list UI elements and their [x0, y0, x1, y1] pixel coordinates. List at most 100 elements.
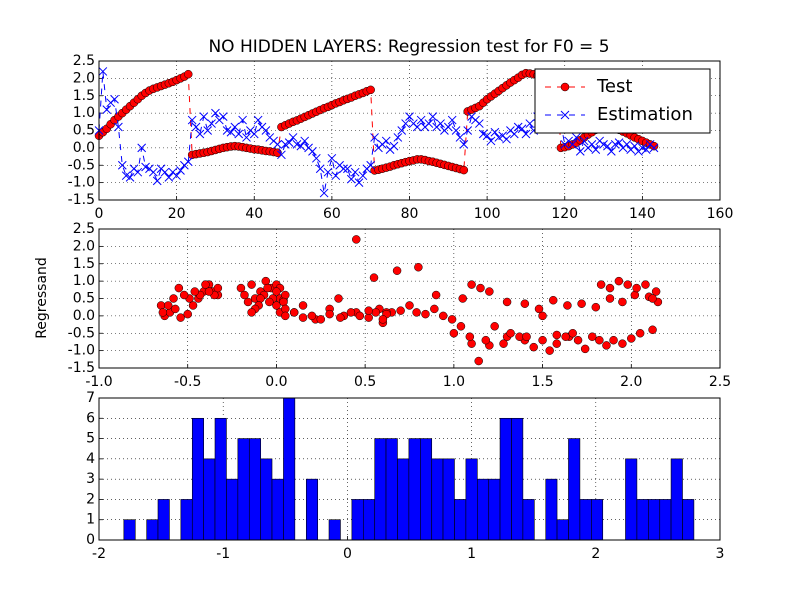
data-point: [226, 127, 236, 137]
scatter-point: [485, 287, 494, 296]
scatter-point: [591, 302, 601, 312]
scatter-point: [265, 297, 274, 307]
data-point: [184, 69, 193, 79]
y-tick-label: 7: [86, 390, 95, 406]
data-point: [486, 136, 496, 146]
data-point: [230, 122, 240, 132]
data-point: [354, 178, 364, 187]
data-point: [284, 138, 294, 148]
y-tick-label: 0.0: [73, 140, 95, 156]
data-point: [133, 167, 143, 177]
scatter-point: [201, 280, 210, 289]
scatter-point: [648, 325, 657, 335]
histogram-bar: [203, 458, 216, 541]
scatter-point: [158, 308, 168, 317]
data-point: [424, 119, 434, 128]
data-point: [339, 164, 348, 174]
data-point: [358, 171, 368, 181]
histogram-bar: [670, 458, 683, 541]
scatter-point: [538, 335, 547, 345]
scatter-point: [261, 276, 271, 286]
data-point: [587, 140, 597, 149]
scatter-point: [545, 346, 554, 355]
data-point: [308, 146, 317, 156]
scatter-point: [272, 301, 281, 310]
x-tick-label: 1.0: [443, 374, 465, 390]
scatter-point: [352, 235, 361, 244]
scatter-point: [635, 329, 645, 338]
y-tick-label: 1: [86, 512, 95, 528]
data-point: [191, 122, 201, 132]
data-point: [125, 173, 135, 182]
histogram-bar: [260, 458, 273, 541]
x-tick-label: 120: [551, 206, 578, 222]
scatter-point: [364, 306, 373, 315]
histogram-bar: [385, 438, 398, 541]
histogram-bar: [362, 499, 376, 541]
data-point: [172, 171, 181, 181]
data-point: [622, 140, 632, 149]
x-tick-label: 1.5: [531, 374, 553, 390]
data-point: [568, 140, 577, 149]
data-point: [346, 174, 356, 184]
scatter-point: [605, 294, 615, 303]
histogram-bar: [625, 458, 638, 541]
scatter-point: [458, 294, 467, 303]
y-tick-label: 0.0: [73, 308, 95, 324]
data-point: [207, 119, 216, 128]
data-point: [366, 85, 375, 95]
axes-frame: [98, 228, 721, 369]
y-tick-label: 0.5: [73, 123, 95, 139]
data-point: [176, 166, 185, 175]
data-point: [102, 105, 112, 115]
scatter-point: [618, 339, 627, 348]
histogram-bar: [648, 499, 661, 541]
scatter-point: [176, 313, 185, 322]
histogram-bar: [636, 499, 649, 541]
data-point: [366, 160, 376, 170]
legend-marker: [560, 82, 570, 92]
y-tick-label: 1.5: [73, 256, 95, 272]
data-point: [591, 145, 601, 154]
scatter-point: [580, 344, 590, 354]
scatter-point: [421, 309, 430, 319]
histogram-bar: [682, 499, 695, 541]
scatter-point: [405, 301, 414, 310]
x-tick-label: 20: [168, 206, 186, 222]
scatter-point: [183, 309, 192, 319]
data-point: [296, 141, 306, 151]
scatter-point: [529, 342, 538, 352]
y-tick-label: -1.5: [68, 192, 95, 208]
x-tick-label: 1: [467, 546, 476, 562]
data-point: [288, 133, 298, 142]
scatter-point: [213, 283, 223, 293]
histogram-bar: [591, 499, 604, 541]
data-point: [412, 122, 422, 132]
histogram-bar: [465, 458, 478, 541]
scatter-point: [465, 332, 475, 341]
data-point: [482, 131, 492, 141]
scatter-point: [369, 273, 379, 282]
data-point: [490, 127, 500, 137]
scatter-point: [371, 308, 381, 317]
data-point: [575, 146, 585, 156]
scatter-point: [595, 335, 604, 345]
scatter-point: [412, 308, 421, 317]
histogram-bar: [248, 438, 262, 541]
scatter-point: [609, 335, 618, 345]
scatter-point: [334, 294, 343, 303]
data-point: [199, 112, 209, 121]
scatter-point: [204, 287, 214, 296]
data-point: [641, 145, 651, 154]
scatter-point: [602, 341, 611, 350]
scatter-point: [247, 308, 256, 317]
scatter-point: [336, 313, 345, 322]
x-tick-label: -1.0: [85, 374, 112, 390]
data-point: [463, 126, 473, 135]
scatter-point: [190, 287, 200, 296]
scatter-point: [279, 297, 288, 307]
y-tick-label: 2.0: [73, 238, 95, 254]
data-point: [525, 119, 535, 128]
scatter-point: [618, 297, 627, 307]
